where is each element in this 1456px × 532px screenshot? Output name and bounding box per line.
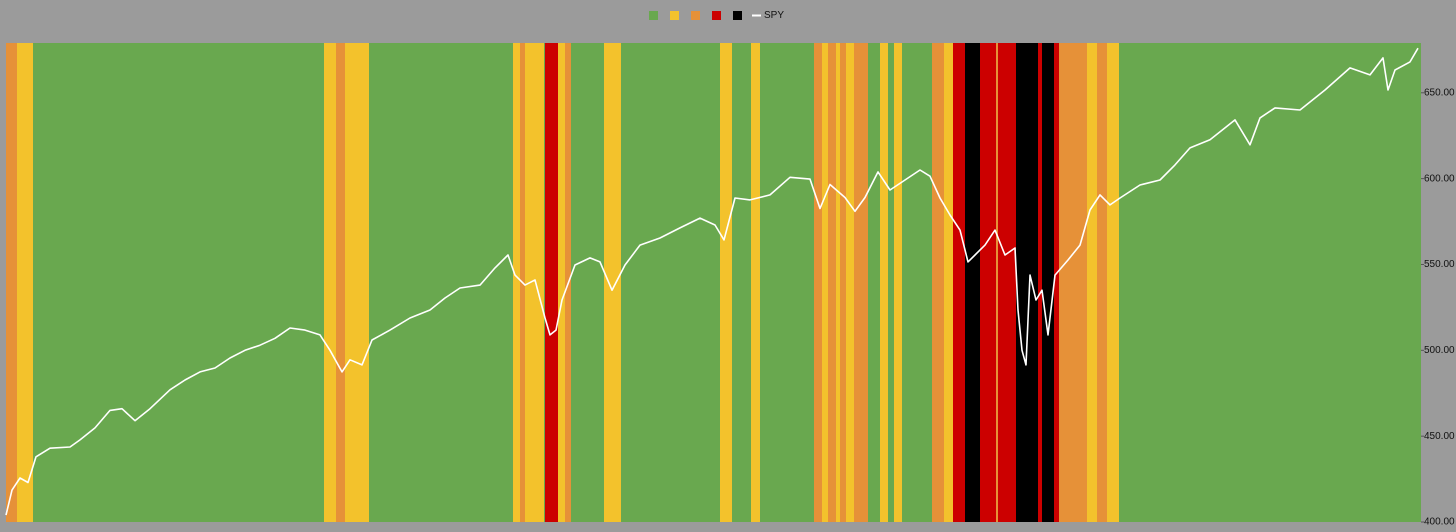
regime-band [980,43,996,522]
regime-band [822,43,828,522]
regime-band [6,43,17,522]
regime-band [6,43,1421,522]
regime-band [345,43,369,522]
y2-tick-label: 650.00 [1424,87,1455,98]
y2-tick-label: 450.00 [1424,431,1455,442]
y2-tick-label: 400.00 [1424,517,1455,528]
regime-band [1107,43,1119,522]
regime-band [846,43,854,522]
regime-band [324,43,336,522]
legend-label: SPY [764,10,784,21]
regime-band [604,43,621,522]
regime-band [932,43,944,522]
regime-band [880,43,888,522]
regime-band [336,43,345,522]
regime-band [944,43,953,522]
regime-band [965,43,980,522]
regime-band [996,43,998,522]
y2-tick-label: 550.00 [1424,259,1455,270]
legend-swatch [670,11,679,20]
regime-band [953,43,965,522]
regime-band [1087,43,1097,522]
line [5,47,1419,516]
regime-band [1059,43,1087,522]
legend-swatch [712,11,721,20]
regime-band [1042,43,1054,522]
regime-band [525,43,544,522]
regime-band [558,43,565,522]
regime-band [17,43,33,522]
legend-swatch [691,11,700,20]
y2-tick-label: 500.00 [1424,345,1455,356]
regime-band [1097,43,1107,522]
regime-band [828,43,836,522]
regime-band [720,43,732,522]
regime-band [836,43,840,522]
legend-swatch [649,11,658,20]
regime-band [854,43,868,522]
y2-tick-label: 600.00 [1424,173,1455,184]
regime-band [998,43,1016,522]
legend-swatch [733,11,742,20]
regime-band [1054,43,1059,522]
regime-band [513,43,520,522]
regime-band [545,43,558,522]
regime-band [1038,43,1042,522]
regime-band [894,43,902,522]
regime-band [751,43,760,522]
regime-band [840,43,846,522]
regime-band [814,43,822,522]
regime-band [1016,43,1038,522]
